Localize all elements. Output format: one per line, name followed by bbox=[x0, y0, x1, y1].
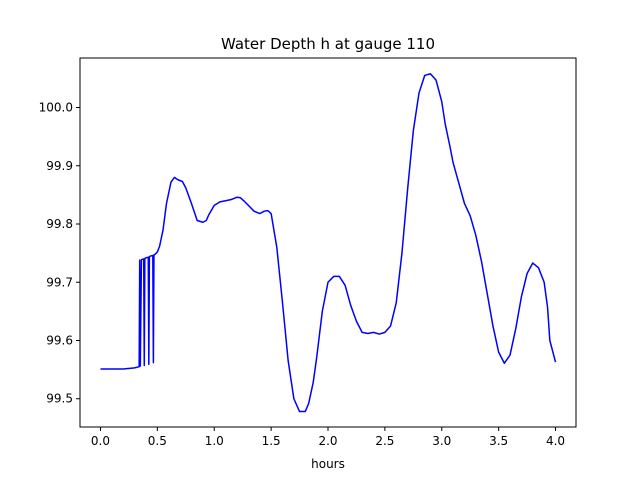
y-tick-label: 99.9 bbox=[46, 159, 73, 173]
x-tick-label: 0.0 bbox=[91, 434, 110, 448]
x-tick-label: 1.0 bbox=[205, 434, 224, 448]
chart-title: Water Depth h at gauge 110 bbox=[221, 35, 435, 53]
series-line-0 bbox=[100, 72, 557, 413]
x-axis-label: hours bbox=[311, 457, 345, 471]
x-tick-label: 2.0 bbox=[318, 434, 337, 448]
y-tick-label: 99.8 bbox=[46, 217, 73, 231]
x-tick-label: 1.5 bbox=[262, 434, 281, 448]
y-axis: 99.5 99.6 99.7 99.8 99.9 100.0 bbox=[39, 101, 80, 406]
y-tick-label: 100.0 bbox=[39, 101, 73, 115]
x-axis: 0.0 0.5 1.0 1.5 2.0 2.5 3.0 3.5 4.0 bbox=[91, 427, 565, 448]
y-tick-label: 99.7 bbox=[46, 275, 73, 289]
y-tick-label: 99.5 bbox=[46, 392, 73, 406]
y-tick-label: 99.6 bbox=[46, 334, 73, 348]
x-tick-label: 0.5 bbox=[148, 434, 167, 448]
x-tick-label: 2.5 bbox=[375, 434, 394, 448]
plot-area bbox=[80, 58, 576, 427]
data-layer bbox=[100, 72, 557, 413]
x-tick-label: 3.0 bbox=[432, 434, 451, 448]
x-tick-label: 3.5 bbox=[489, 434, 508, 448]
x-tick-label: 4.0 bbox=[546, 434, 565, 448]
